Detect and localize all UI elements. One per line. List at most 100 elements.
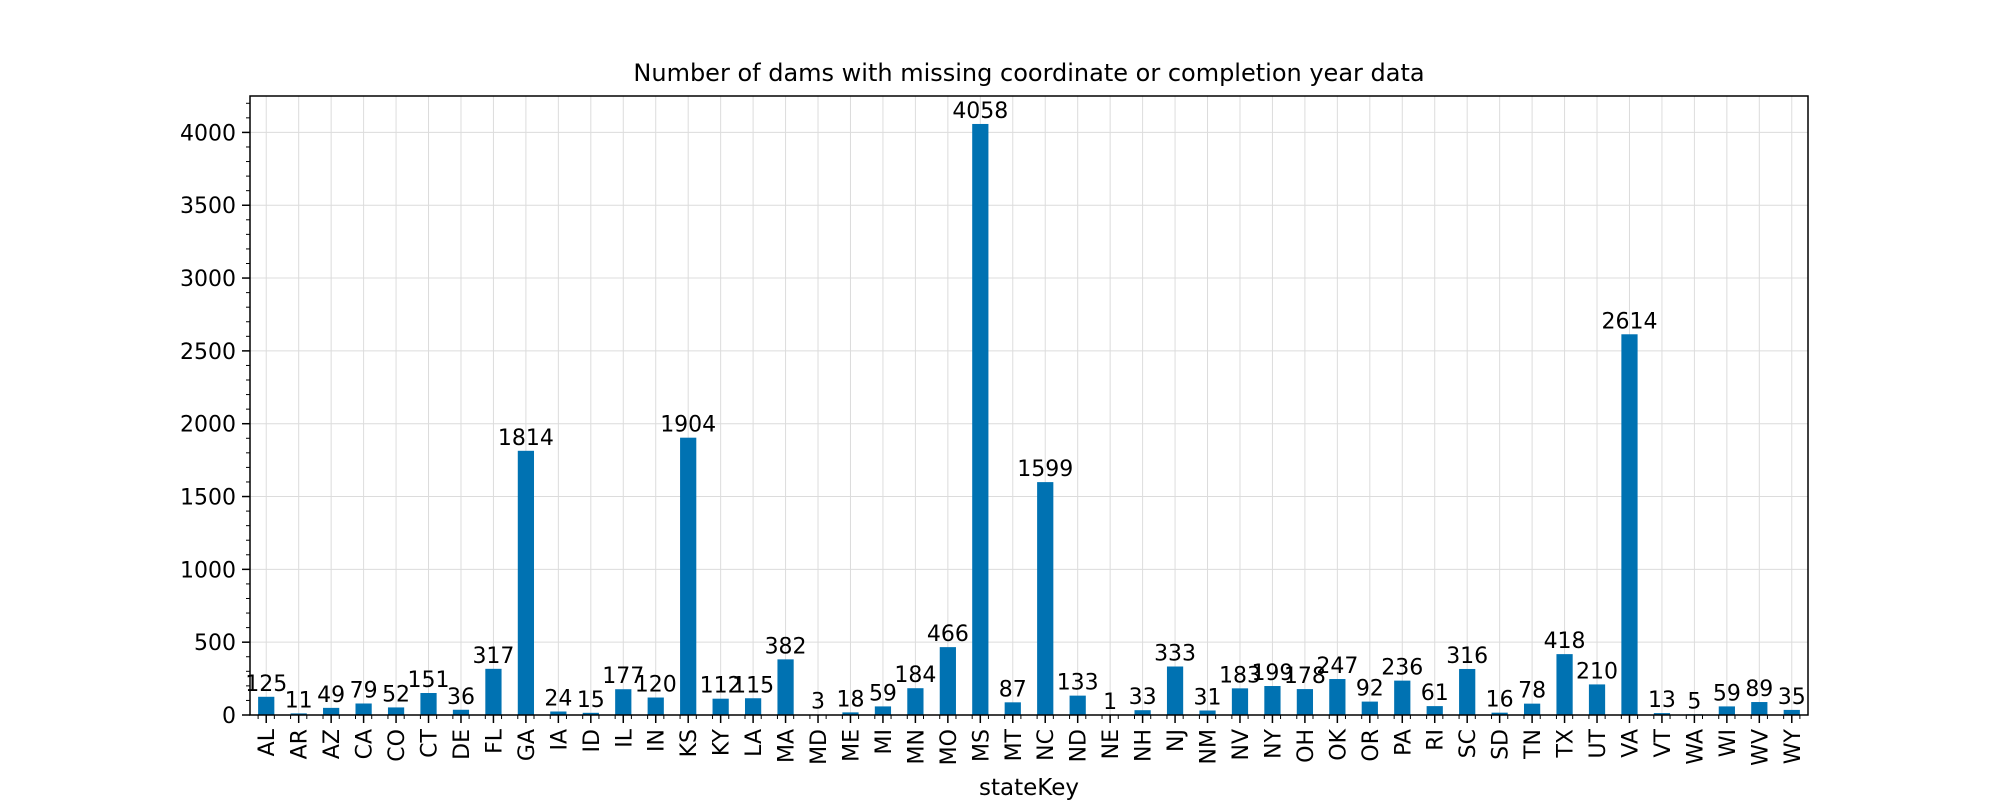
data-label: 59 [869, 681, 897, 706]
data-label: 92 [1356, 677, 1384, 702]
x-tick-label: SC [1456, 729, 1481, 758]
x-tick-label: UT [1586, 728, 1611, 758]
y-tick-label: 2000 [180, 413, 236, 438]
data-label: 59 [1713, 681, 1741, 706]
bar-la [744, 698, 762, 715]
data-label: 1599 [1017, 457, 1073, 482]
bar-ut [1588, 684, 1606, 715]
data-label: 1814 [498, 426, 554, 451]
x-tick-label: NC [1034, 729, 1059, 761]
x-tick-label: KS [677, 729, 702, 757]
data-label: 199 [1251, 661, 1293, 686]
data-label: 79 [350, 678, 378, 703]
data-label: 5 [1687, 689, 1701, 714]
data-label: 36 [447, 685, 475, 710]
x-tick-label: WI [1716, 729, 1741, 757]
bar-ar [290, 713, 307, 715]
data-label: 247 [1316, 654, 1358, 679]
bar-tx [1556, 654, 1573, 715]
x-tick-label: TN [1521, 729, 1546, 760]
data-label: 120 [635, 673, 677, 698]
data-label: 49 [317, 683, 345, 708]
x-tick-label: MA [775, 729, 800, 763]
bar-nh [1134, 710, 1151, 715]
x-tick-label: AZ [320, 729, 345, 759]
y-tick-label: 0 [222, 704, 236, 729]
x-tick-label: NV [1229, 729, 1254, 761]
bar-id [582, 712, 599, 715]
bar-sc [1459, 668, 1476, 715]
x-tick-label: MI [872, 729, 897, 754]
bar-nm [1199, 710, 1216, 715]
x-tick-label: OR [1359, 729, 1384, 762]
x-tick-label: WY [1781, 728, 1806, 764]
bar-ri [1426, 706, 1443, 715]
data-label: 418 [1544, 629, 1586, 654]
bar-me [842, 712, 859, 715]
bar-sd [1491, 712, 1508, 715]
x-tick-label: CA [353, 729, 378, 759]
data-label: 151 [408, 668, 450, 693]
y-tick-label: 1000 [180, 558, 236, 583]
bar-de [452, 709, 470, 715]
x-tick-label: CT [418, 728, 443, 757]
data-label: 15 [577, 688, 605, 713]
bar-ca [355, 703, 372, 715]
data-label: 24 [544, 687, 572, 712]
x-tick-label: NE [1099, 729, 1124, 759]
bar-mn [907, 688, 924, 715]
data-label: 133 [1057, 671, 1099, 696]
bar-mt [1004, 702, 1021, 715]
bar-ga [517, 450, 535, 715]
x-tick-label: GA [515, 729, 540, 761]
x-tick-label: RI [1424, 729, 1449, 751]
data-label: 89 [1745, 677, 1773, 702]
y-tick-label: 3000 [180, 267, 236, 292]
data-label: 1904 [660, 413, 716, 438]
grid-lines [250, 96, 1808, 716]
x-tick-label: NJ [1164, 729, 1189, 752]
x-tick-label: NM [1197, 729, 1222, 764]
bar-ct [420, 693, 437, 715]
data-label: 33 [1129, 685, 1157, 710]
x-tick-label: ND [1067, 729, 1092, 762]
y-tick-label: 2500 [180, 340, 236, 365]
data-label: 178 [1284, 664, 1326, 689]
x-tick-label: NY [1261, 728, 1286, 758]
data-label: 382 [765, 634, 807, 659]
y-axis: 0 500 1000 1500 2000 2500 3000 3500 4000 [180, 102, 250, 729]
bar-wi [1718, 706, 1735, 715]
x-tick-label: MT [1002, 728, 1027, 761]
data-label: 115 [732, 673, 774, 698]
bar-co [387, 707, 405, 715]
x-tick-label: VA [1618, 729, 1643, 758]
x-tick-label: CO [385, 729, 410, 762]
plot-frame [249, 95, 1809, 716]
data-label: 466 [927, 622, 969, 647]
x-tick-label: PA [1391, 729, 1416, 756]
data-label: 31 [1194, 685, 1222, 710]
bar-tn [1523, 703, 1541, 715]
x-tick-label: NH [1132, 729, 1157, 762]
data-label: 316 [1446, 644, 1488, 669]
data-label: 317 [472, 644, 514, 669]
bar-ky [712, 698, 729, 715]
x-tick-label: ID [580, 729, 605, 752]
bar-ma [777, 659, 794, 715]
bar-mi [874, 706, 892, 715]
bar-nv [1231, 688, 1249, 715]
data-label: 11 [285, 688, 313, 713]
x-tick-label: WV [1748, 729, 1773, 766]
x-tick-label: MO [937, 729, 962, 765]
bar-al [258, 696, 275, 715]
y-tick-label: 500 [194, 631, 236, 656]
x-tick-label: IL [612, 728, 637, 747]
data-label: 52 [382, 682, 410, 707]
x-tick-label: IN [645, 729, 670, 752]
data-label: 184 [894, 663, 936, 688]
x-tick-label: AR [288, 729, 313, 759]
bar-nj [1166, 666, 1184, 715]
x-tick-label: TX [1554, 729, 1579, 759]
bar-ms [972, 123, 989, 715]
